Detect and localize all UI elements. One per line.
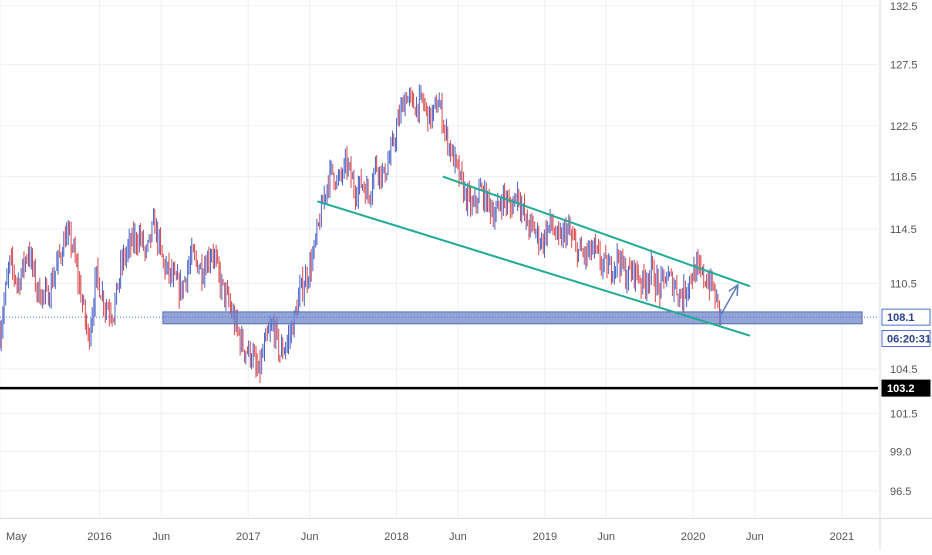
x-tick-label: 2018 — [384, 531, 408, 543]
x-tick-label: 2019 — [533, 531, 557, 543]
x-tick-label: Jun — [746, 531, 764, 543]
grid — [0, 0, 878, 518]
x-tick-label: 2021 — [830, 531, 854, 543]
y-tick-label: 118.5 — [890, 172, 917, 184]
y-tick-label: 104.5 — [890, 364, 918, 376]
y-tick-label: 132.5 — [890, 1, 918, 13]
price-label-box — [881, 330, 931, 348]
y-tick-label: 122.5 — [890, 121, 918, 133]
y-tick-label: 114.5 — [890, 224, 917, 236]
x-tick-label: Jun — [301, 531, 319, 543]
lower-channel — [317, 200, 751, 337]
x-tick-label: Jun — [449, 531, 467, 543]
y-tick-label: 110.5 — [890, 279, 917, 291]
price-label: 06:20:31 — [887, 334, 931, 346]
y-tick-label: 99.0 — [890, 447, 911, 459]
x-tick-label: 2016 — [87, 531, 111, 543]
x-tick-label: May — [6, 531, 27, 543]
candles — [0, 84, 722, 384]
forecast-arrow-head — [728, 283, 739, 296]
price-label: 108.1 — [887, 312, 915, 324]
y-tick-label: 127.5 — [890, 60, 918, 72]
drawings — [0, 175, 878, 390]
y-tick-label: 101.5 — [890, 409, 918, 421]
price-label-box — [881, 308, 931, 326]
price-label: 103.2 — [887, 383, 915, 395]
x-tick-label: 2017 — [236, 531, 260, 543]
support-zone — [162, 311, 863, 325]
x-tick-label: Jun — [597, 531, 615, 543]
forecast-arrow — [720, 284, 739, 315]
x-tick-label: 2020 — [681, 531, 705, 543]
x-tick-label: Jun — [152, 531, 170, 543]
y-tick-label: 96.5 — [890, 486, 911, 498]
upper-channel — [442, 175, 751, 288]
price-label-box — [881, 379, 931, 397]
